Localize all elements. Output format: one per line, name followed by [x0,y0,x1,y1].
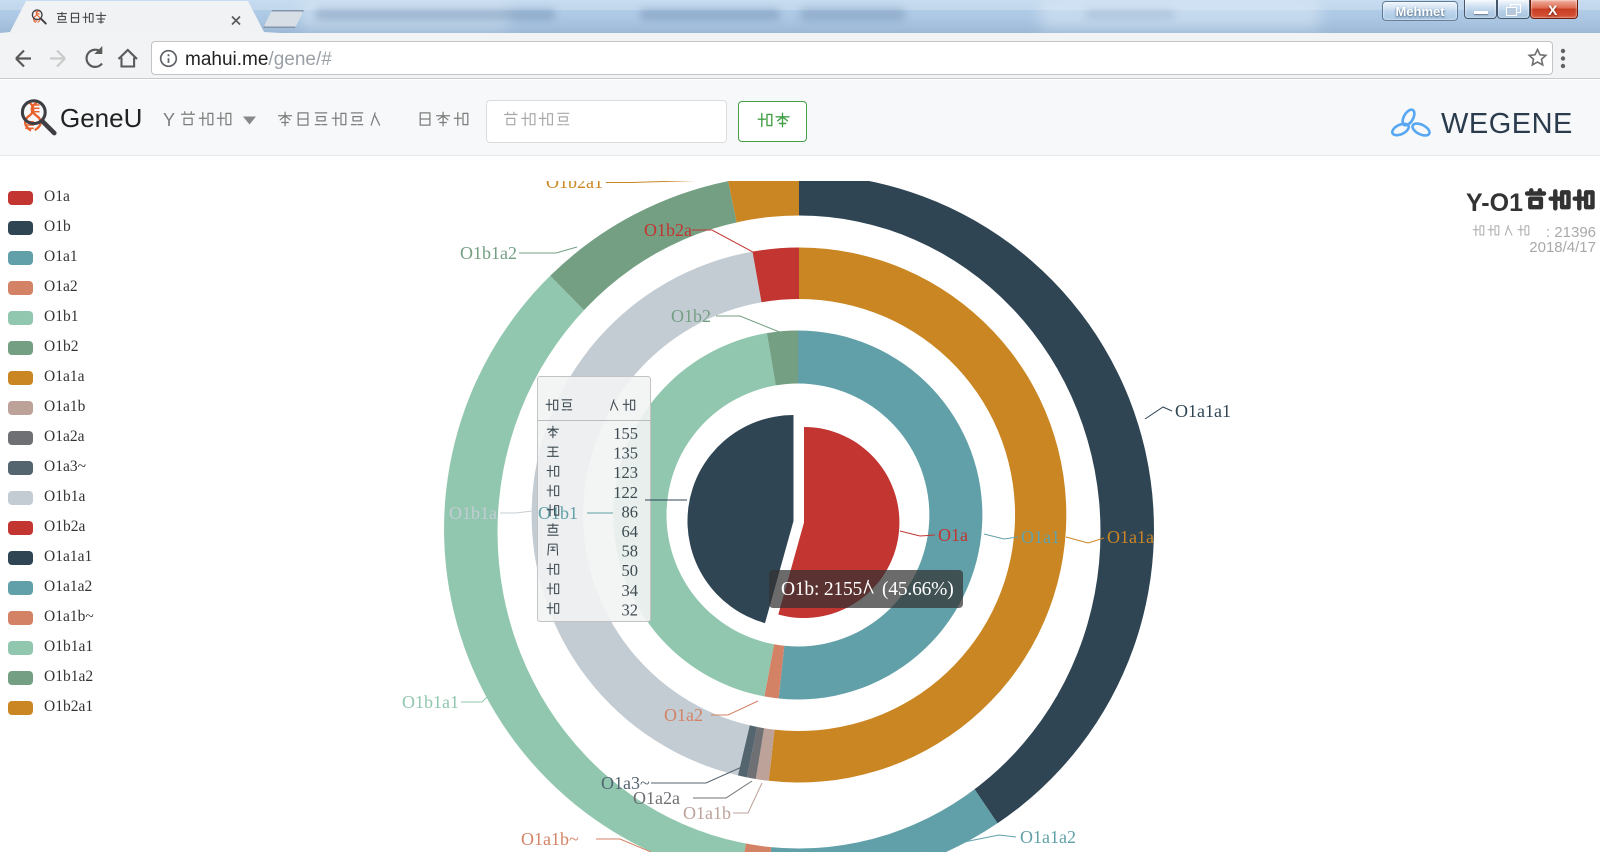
svg-text:Y: Y [163,110,175,130]
svg-text:O1b2a1: O1b2a1 [546,172,603,192]
svg-text:O1b1: O1b1 [538,503,578,523]
svg-text:GeneU: GeneU [60,103,142,133]
svg-text:WEGENE: WEGENE [1441,108,1573,140]
svg-text:O1a1a: O1a1a [1107,527,1154,547]
svg-text:O1b: 2155: O1b: 2155 [781,579,862,600]
svg-text:O1b1a: O1b1a [449,503,497,523]
svg-text:O1a1: O1a1 [1021,527,1060,547]
svg-text:O1a2a: O1a2a [633,788,680,808]
svg-text:O1b1a2: O1b1a2 [460,243,517,263]
svg-text:135: 135 [613,444,638,463]
svg-text:O1a1b: O1a1b [683,803,731,823]
svg-text:Y-O1: Y-O1 [1466,189,1523,217]
svg-text:(45.66%): (45.66%) [882,579,954,600]
svg-text:mahui.me/gene/#: mahui.me/gene/# [185,49,332,70]
svg-text:2018/4/17: 2018/4/17 [1529,239,1596,256]
svg-text:34: 34 [622,581,639,600]
svg-text:: 21396: : 21396 [1546,224,1596,241]
svg-text:O1a2: O1a2 [664,705,703,725]
svg-text:58: 58 [622,542,639,561]
svg-text:86: 86 [622,502,639,521]
svg-text:O1a1a1: O1a1a1 [1175,401,1231,421]
svg-text:O1b2: O1b2 [671,306,711,326]
svg-text:122: 122 [613,483,638,502]
svg-text:O1a3~: O1a3~ [601,773,650,793]
svg-text:50: 50 [622,561,639,580]
svg-text:64: 64 [622,522,639,541]
svg-text:O1a: O1a [938,525,968,545]
svg-text:O1b2a: O1b2a [644,220,692,240]
svg-text:O1b1a1: O1b1a1 [402,692,459,712]
svg-text:O1a1b~: O1a1b~ [521,829,579,849]
svg-text:O1a1a2: O1a1a2 [1020,827,1076,847]
svg-text:32: 32 [622,600,639,619]
svg-text:123: 123 [613,463,638,482]
svg-text:155: 155 [613,424,638,443]
